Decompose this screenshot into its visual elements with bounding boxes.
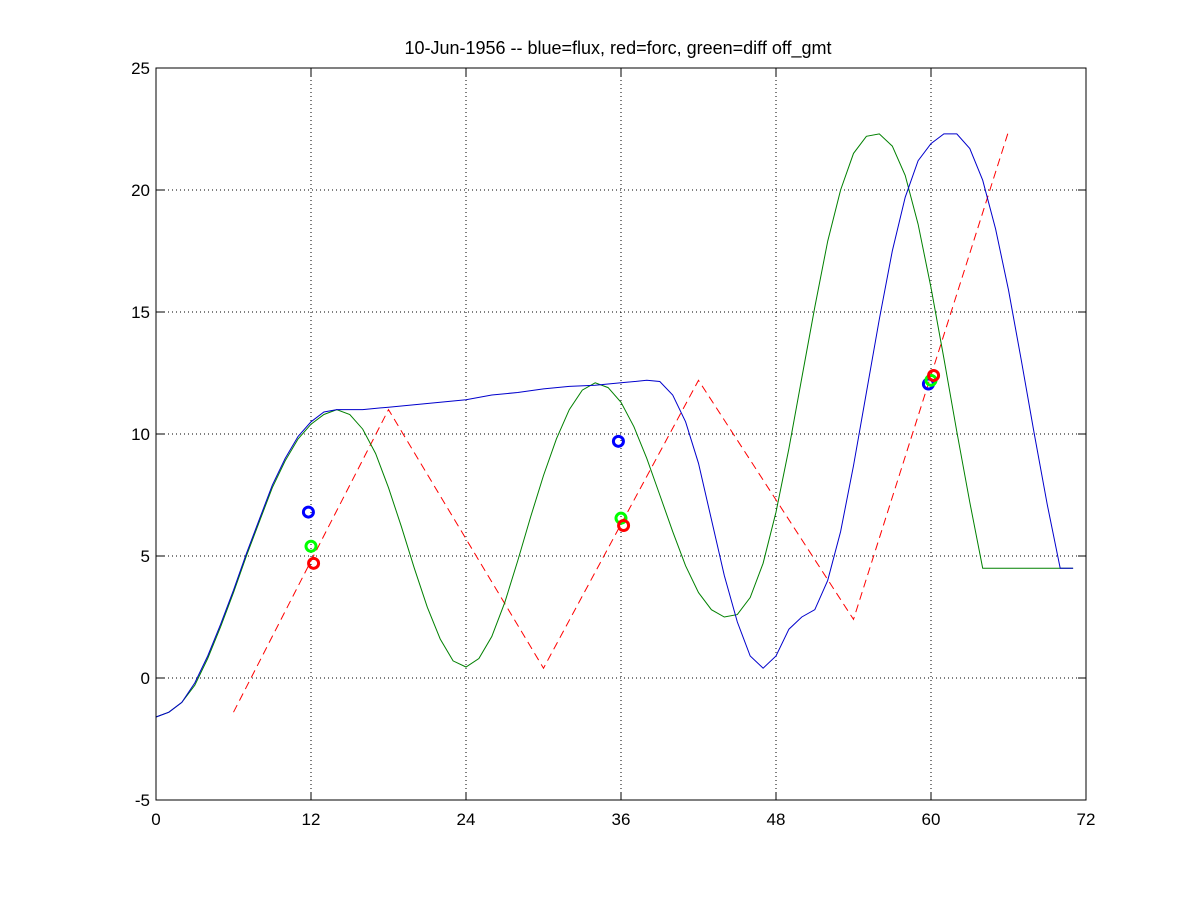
series-line-flux bbox=[155, 133, 1074, 718]
marker-flux bbox=[611, 434, 625, 448]
grid bbox=[156, 68, 1086, 800]
x-tick-label: 24 bbox=[457, 810, 476, 829]
series-layer bbox=[155, 131, 1074, 718]
x-tick-label: 36 bbox=[612, 810, 631, 829]
marker-diff bbox=[614, 511, 628, 525]
x-tick-label: 72 bbox=[1077, 810, 1096, 829]
marker-diff bbox=[304, 539, 318, 553]
x-tick-label: 12 bbox=[302, 810, 321, 829]
y-tick-label: 25 bbox=[131, 59, 150, 78]
y-tick-label: 0 bbox=[141, 669, 150, 688]
chart-title: 10-Jun-1956 -- blue=flux, red=forc, gree… bbox=[404, 38, 831, 59]
x-tick-label: 48 bbox=[767, 810, 786, 829]
marker-forc bbox=[617, 519, 631, 532]
x-tick-label: 0 bbox=[151, 810, 160, 829]
marker-layer bbox=[301, 368, 941, 570]
y-tick-label: 15 bbox=[131, 303, 150, 322]
x-tick-label: 60 bbox=[922, 810, 941, 829]
y-tick-label: -5 bbox=[135, 791, 150, 810]
y-tick-label: 5 bbox=[141, 547, 150, 566]
marker-forc bbox=[307, 556, 321, 570]
y-tick-label: 20 bbox=[131, 181, 150, 200]
y-tick-label: 10 bbox=[131, 425, 150, 444]
marker-flux bbox=[301, 505, 315, 519]
series-line-diff bbox=[155, 133, 1074, 718]
marker-forc bbox=[927, 368, 941, 382]
